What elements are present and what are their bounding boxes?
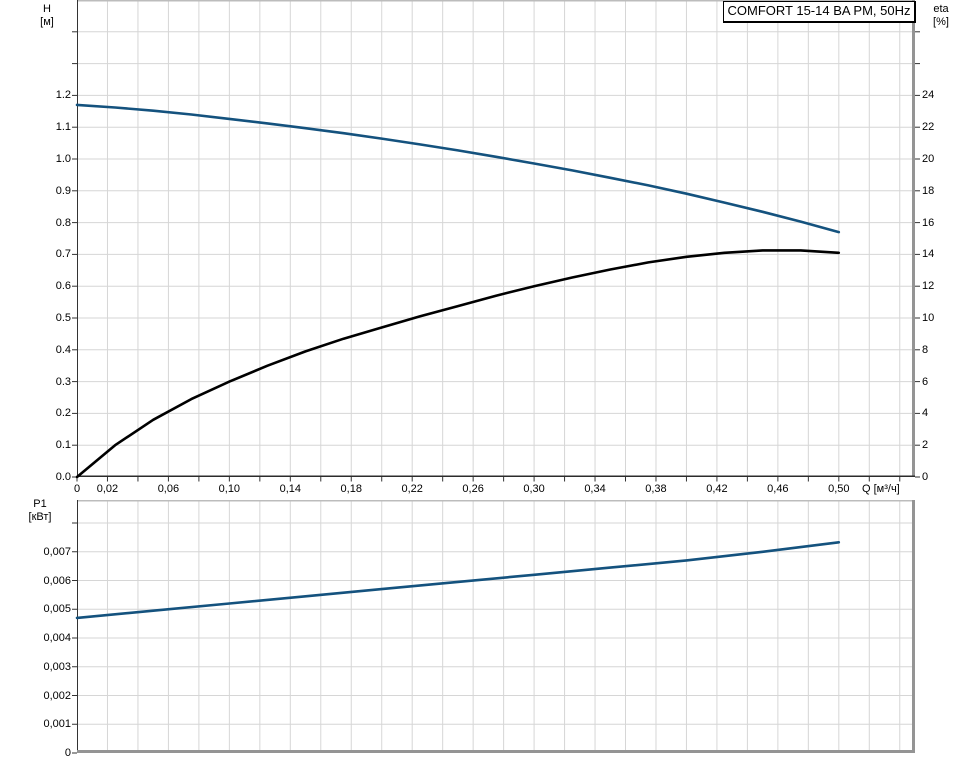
p1-axis-name: P1 bbox=[33, 498, 47, 510]
chart1-y-left-tick-label: 0.8 bbox=[55, 216, 71, 229]
chart1-y-left-tick-label: 0.7 bbox=[55, 248, 71, 261]
q-axis-label: Q [м³/ч] bbox=[862, 483, 900, 495]
eta-tick-label: 24 bbox=[922, 89, 935, 102]
eta-tick-label: 4 bbox=[922, 407, 929, 420]
eta-tick-label: 6 bbox=[922, 375, 929, 388]
h-axis-label: H [м] bbox=[28, 3, 66, 29]
eta-tick-label: 8 bbox=[922, 343, 929, 356]
q-tick-label: 0,14 bbox=[279, 483, 301, 495]
eta-curve bbox=[75, 249, 841, 479]
eta-tick-label: 20 bbox=[922, 153, 935, 165]
q-tick-label: 0,46 bbox=[767, 483, 789, 495]
chart1-y-left-tick-label: 0.5 bbox=[55, 312, 71, 324]
chart2-y-left-tick-label: 0,005 bbox=[43, 603, 71, 616]
p1-axis-unit: [кВт] bbox=[28, 511, 52, 523]
q-tick-label: 0,30 bbox=[523, 483, 545, 495]
chart1-y-left-tick-label: 0.1 bbox=[55, 439, 71, 452]
q-tick-label: 0,02 bbox=[96, 483, 119, 495]
power-chart bbox=[72, 500, 915, 754]
chart1-y-left-tick-label: 0.6 bbox=[55, 280, 71, 293]
eta-tick-label: 16 bbox=[922, 216, 935, 229]
q-tick-label: 0,10 bbox=[218, 483, 241, 495]
chart2-y-left-tick-label: 0,004 bbox=[43, 632, 71, 644]
chart1-y-left-tick-label: 0.4 bbox=[55, 343, 71, 356]
q-tick-label: 0,06 bbox=[157, 483, 180, 495]
chart2-y-left-tick-label: 0,002 bbox=[43, 689, 71, 702]
eta-tick-label: 22 bbox=[922, 121, 935, 134]
curve-title: COMFORT 15-14 BA PM, 50Hz bbox=[727, 3, 911, 18]
q-tick-label: 0,26 bbox=[462, 483, 484, 495]
chart2-y-left-tick-label: 0 bbox=[64, 747, 71, 759]
eta-tick-label: 12 bbox=[922, 280, 935, 293]
curve-title-box: COMFORT 15-14 BA PM, 50Hz bbox=[723, 1, 916, 23]
q-tick-label: 0,22 bbox=[401, 483, 423, 495]
h-axis-name: H bbox=[43, 3, 51, 15]
q-tick-label: 0,18 bbox=[340, 483, 362, 495]
p1-axis-label: P1 [кВт] bbox=[18, 498, 62, 524]
chart2-y-left-tick-label: 0,003 bbox=[43, 660, 71, 673]
chart2-y-left-tick-label: 0,001 bbox=[43, 718, 71, 731]
q-tick-label: 0,34 bbox=[584, 483, 606, 495]
head-efficiency-chart bbox=[72, 0, 920, 482]
h-axis-unit: [м] bbox=[40, 16, 54, 28]
chart1-y-left-tick-label: 1.1 bbox=[55, 121, 71, 134]
eta-tick-label: 14 bbox=[922, 248, 935, 261]
eta-axis-unit: [%] bbox=[933, 16, 949, 28]
chart1-y-left-tick-label: 0.3 bbox=[55, 375, 71, 388]
chart1-y-left-tick-label: 0.2 bbox=[55, 407, 71, 420]
chart1-y-left-tick-label: 1.0 bbox=[55, 153, 71, 165]
eta-tick-label: 0 bbox=[922, 471, 929, 483]
eta-tick-label: 2 bbox=[922, 439, 929, 452]
q-tick-label: 0,42 bbox=[706, 483, 728, 495]
eta-axis-name: eta bbox=[933, 3, 949, 15]
chart2-y-left-tick-label: 0,006 bbox=[43, 574, 71, 587]
chart1-y-left-tick-label: 0.0 bbox=[55, 471, 71, 483]
q-tick-label: 0,38 bbox=[645, 483, 667, 495]
q-tick-label: 0,50 bbox=[828, 483, 850, 495]
chart1-y-left-tick-label: 1.2 bbox=[55, 89, 71, 102]
eta-tick-label: 10 bbox=[922, 312, 935, 324]
h-curve bbox=[75, 103, 841, 234]
chart2-y-left-tick-label: 0,007 bbox=[43, 545, 71, 558]
eta-axis-label: eta [%] bbox=[922, 3, 960, 29]
p1-curve bbox=[75, 540, 841, 620]
q-tick-label: 0 bbox=[73, 483, 81, 495]
eta-tick-label: 18 bbox=[922, 184, 935, 197]
chart1-y-left-tick-label: 0.9 bbox=[55, 184, 71, 197]
